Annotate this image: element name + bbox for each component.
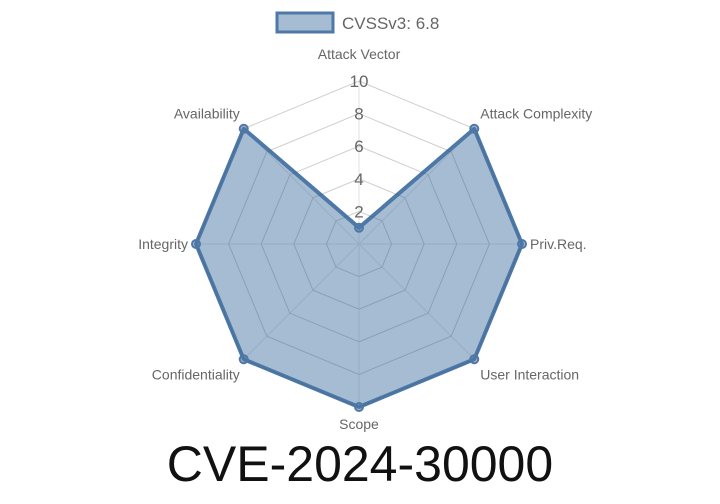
tick-label: 4 [354,170,363,189]
data-point [238,123,249,134]
data-point [517,239,527,249]
axis-label: Integrity [138,236,188,252]
grid-ring-overlay [325,210,393,278]
axis-label: Attack Complexity [480,106,592,122]
data-point [238,354,249,365]
cve-title: CVE-2024-30000 [166,436,554,492]
data-point [469,123,480,134]
legend-swatch [275,11,335,34]
axis-label: Confidentiality [152,366,240,382]
tick-label: 2 [354,202,363,221]
legend-label: CVSSv3: 6.8 [342,14,439,33]
tick-label: 8 [354,105,363,124]
axis-label: User Interaction [480,366,579,382]
grid-ring-overlay [293,178,425,310]
tick-label: 6 [354,137,363,156]
grid-ring-overlay [228,113,490,375]
data-point [469,354,480,365]
axis-label: Attack Vector [318,46,401,62]
axis-label: Priv.Req. [530,236,587,252]
data-point [354,402,364,412]
grid-ring-overlay [260,145,458,343]
axis-label: Availability [174,106,240,122]
tick-label: 10 [350,72,369,91]
data-point [354,222,364,233]
data-point [191,239,201,249]
axis-label: Scope [339,416,379,432]
